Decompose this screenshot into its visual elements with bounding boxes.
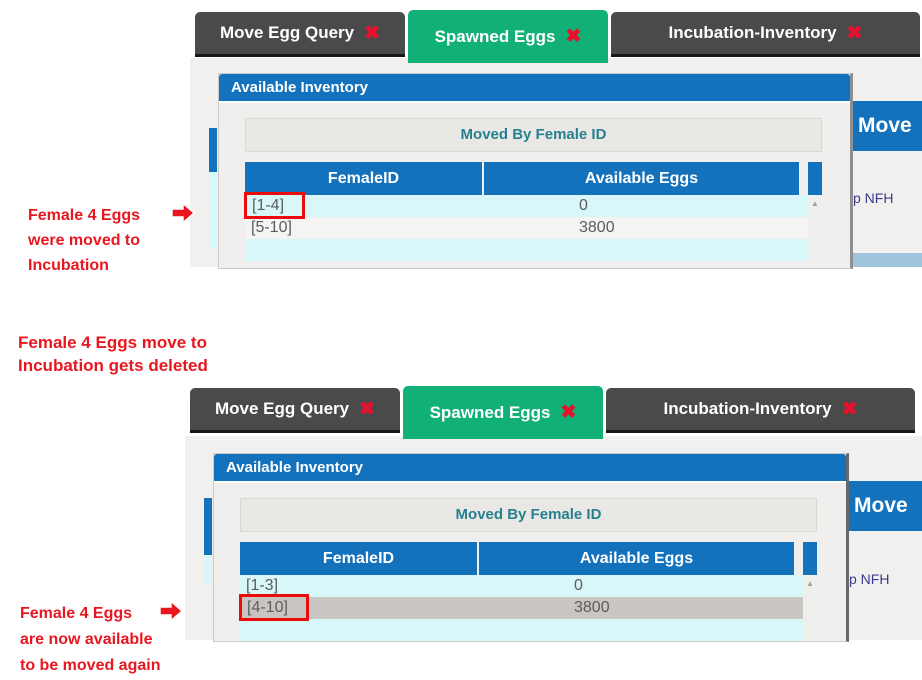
- highlighted-value: [1-4]: [244, 192, 306, 219]
- column-header-femaleid[interactable]: FemaleID: [245, 162, 482, 195]
- table-caption: Moved By Female ID: [240, 498, 817, 532]
- female-id-cell: [1-3]: [246, 577, 279, 594]
- tab-incubation-inventory[interactable]: Incubation-Inventory ✖: [611, 12, 920, 57]
- scroll-up-icon[interactable]: ▲: [806, 579, 814, 588]
- move-button-partial[interactable]: Move: [849, 481, 922, 531]
- inventory-table: FemaleID Available Eggs [1-4] 0 [5-10] 3…: [244, 162, 822, 261]
- available-eggs-cell: [484, 239, 808, 261]
- table-row[interactable]: [1-4] 0: [244, 192, 808, 219]
- table-row[interactable]: [1-3] 0: [240, 575, 803, 597]
- close-tab-icon[interactable]: ✖: [364, 22, 381, 44]
- available-eggs-cell: 0: [574, 577, 583, 594]
- female-id-cell: [1-4]: [244, 192, 484, 219]
- tab-label: Move Egg Query: [214, 399, 350, 418]
- close-tab-icon[interactable]: ✖: [841, 398, 858, 420]
- annotation-available-again: Female 4 Eggs are now available to be mo…: [20, 601, 160, 679]
- tab-bar: Move Egg Query ✖ Spawned Eggs ✖ Incubati…: [195, 10, 920, 63]
- column-header-femaleid[interactable]: FemaleID: [240, 542, 477, 575]
- vertical-scrollbar[interactable]: ▲: [803, 575, 817, 641]
- available-inventory-panel: Available Inventory Moved By Female ID F…: [218, 73, 853, 269]
- background-panel-edge: [853, 253, 922, 267]
- available-eggs-cell: 3800: [574, 599, 610, 616]
- tab-label: Move Egg Query: [219, 23, 355, 42]
- close-tab-icon[interactable]: ✖: [560, 402, 577, 423]
- annotation-line: Incubation gets deleted: [18, 356, 208, 375]
- hatchery-name-partial: p NFH: [853, 190, 894, 206]
- highlighted-value: [4-10]: [239, 594, 309, 621]
- panel-title: Available Inventory: [219, 74, 850, 103]
- female-id-cell: [5-10]: [251, 219, 292, 236]
- column-header-spacer: [808, 162, 822, 195]
- close-tab-icon[interactable]: ✖: [846, 22, 863, 44]
- background-table-edge: [209, 128, 217, 172]
- annotation-line: Incubation: [28, 257, 109, 274]
- annotation-line: Female 4 Eggs: [28, 207, 141, 224]
- red-arrow-icon: [158, 599, 184, 623]
- hatchery-name-partial: p NFH: [849, 571, 890, 587]
- annotation-line: to be moved again: [20, 657, 161, 674]
- tab-move-egg-query[interactable]: Move Egg Query ✖: [195, 12, 405, 57]
- table-header-row: FemaleID Available Eggs: [245, 162, 822, 195]
- female-id-cell: [245, 239, 484, 261]
- available-eggs-cell: 0: [579, 197, 588, 214]
- column-header-available-eggs[interactable]: Available Eggs: [484, 162, 799, 195]
- tab-label: Spawned Eggs: [434, 26, 556, 46]
- background-table-edge: [204, 555, 212, 585]
- tab-spawned-eggs[interactable]: Spawned Eggs ✖: [403, 386, 603, 439]
- close-tab-icon[interactable]: ✖: [565, 26, 582, 47]
- red-arrow-icon: [170, 201, 196, 225]
- tab-bar: Move Egg Query ✖ Spawned Eggs ✖ Incubati…: [190, 386, 915, 439]
- close-tab-icon[interactable]: ✖: [359, 398, 376, 420]
- tab-label: Spawned Eggs: [429, 402, 551, 422]
- tab-spawned-eggs[interactable]: Spawned Eggs ✖: [408, 10, 608, 63]
- annotation-line: Female 4 Eggs move to: [18, 333, 207, 352]
- annotation-move-deleted: Female 4 Eggs move to Incubation gets de…: [18, 331, 208, 377]
- vertical-scrollbar[interactable]: ▲: [808, 195, 822, 261]
- move-button-partial[interactable]: Move: [853, 101, 922, 151]
- available-eggs-cell: 3800: [579, 219, 615, 236]
- available-eggs-cell: [479, 619, 803, 641]
- panel-title: Available Inventory: [214, 454, 846, 483]
- table-header-row: FemaleID Available Eggs: [240, 542, 817, 575]
- tab-label: Incubation-Inventory: [668, 23, 837, 42]
- tab-incubation-inventory[interactable]: Incubation-Inventory ✖: [606, 388, 915, 433]
- tab-label: Incubation-Inventory: [663, 399, 832, 418]
- table-caption: Moved By Female ID: [245, 118, 822, 152]
- column-header-spacer: [803, 542, 817, 575]
- annotation-line: Female 4 Eggs: [20, 605, 133, 622]
- inventory-table: FemaleID Available Eggs [1-3] 0 [4-10] 3…: [239, 542, 817, 641]
- annotation-line: were moved to: [28, 232, 141, 249]
- annotation-line: are now available: [20, 631, 153, 648]
- background-table-edge: [209, 172, 217, 248]
- female-id-cell: [4-10]: [239, 594, 479, 621]
- background-table-edge: [204, 498, 212, 555]
- scroll-up-icon[interactable]: ▲: [811, 199, 819, 208]
- female-id-cell: [240, 619, 479, 641]
- table-row[interactable]: [245, 239, 808, 261]
- column-header-available-eggs[interactable]: Available Eggs: [479, 542, 794, 575]
- table-row-selected[interactable]: [4-10] 3800: [239, 594, 803, 621]
- table-row[interactable]: [240, 619, 803, 641]
- table-row[interactable]: [5-10] 3800: [245, 217, 808, 239]
- available-inventory-panel: Available Inventory Moved By Female ID F…: [213, 453, 849, 642]
- tab-move-egg-query[interactable]: Move Egg Query ✖: [190, 388, 400, 433]
- annotation-moved-to-incubation: Female 4 Eggs were moved to Incubation: [28, 203, 140, 278]
